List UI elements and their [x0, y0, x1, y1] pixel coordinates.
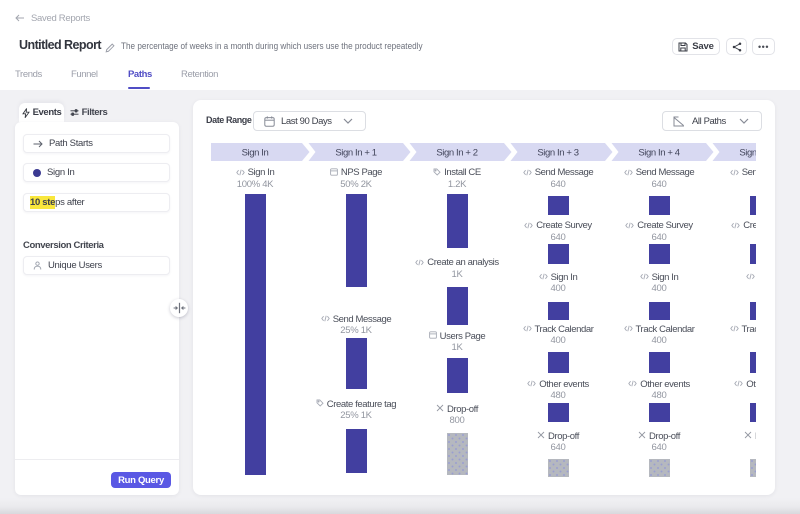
svg-text:Sign In + 2: Sign In + 2 [436, 148, 477, 159]
svg-text:Sign In + 5: Sign In + 5 [739, 148, 756, 159]
svg-text:Sign In + 1: Sign In + 1 [335, 148, 376, 159]
svg-text:Sign In + 3: Sign In + 3 [537, 148, 578, 159]
svg-text:Sign In + 4: Sign In + 4 [638, 148, 679, 159]
svg-text:Sign In: Sign In [242, 148, 269, 159]
